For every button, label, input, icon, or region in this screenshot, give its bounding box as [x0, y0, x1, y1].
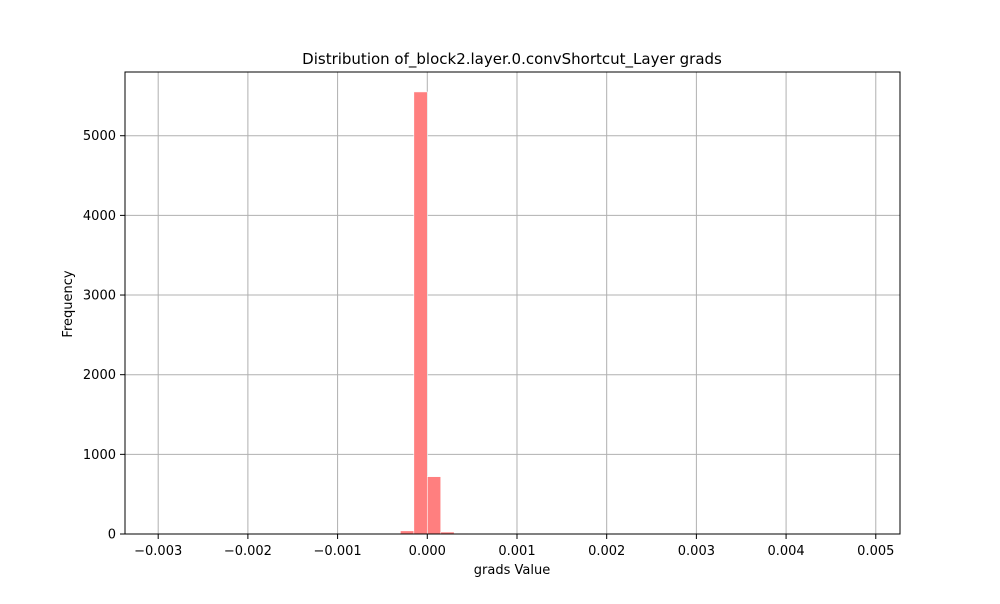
y-axis-label: Frequency [61, 270, 76, 337]
x-tick-label: −0.001 [314, 544, 362, 559]
x-tick-label: −0.003 [134, 544, 182, 559]
histogram-bars [400, 91, 468, 535]
y-tick-label: 1000 [83, 448, 116, 463]
histogram-bar [413, 91, 428, 535]
x-axis-label: grads Value [474, 563, 550, 578]
x-tick-label: 0.001 [498, 544, 535, 559]
y-tick-label: 3000 [83, 289, 116, 304]
y-tick-label: 2000 [83, 368, 116, 383]
y-tick-label: 0 [108, 528, 116, 543]
y-tick-label: 5000 [83, 129, 116, 144]
histogram-bar [426, 476, 442, 535]
axis-ticks: −0.003 −0.002 −0.001 0.000 0.001 0.002 0.003 0.… [83, 129, 894, 559]
x-tick-label: 0.005 [857, 544, 894, 559]
x-tick-label: −0.002 [224, 544, 272, 559]
grid-lines [125, 72, 900, 535]
chart-title: Distribution of_block2.layer.0.convShort… [302, 50, 722, 69]
y-tick-label: 4000 [83, 209, 116, 224]
plot-frame [124, 71, 901, 535]
x-tick-label: 0.003 [678, 544, 715, 559]
x-tick-label: 0.004 [767, 544, 804, 559]
x-tick-label: 0.002 [588, 544, 625, 559]
x-tick-label: 0.000 [409, 544, 446, 559]
